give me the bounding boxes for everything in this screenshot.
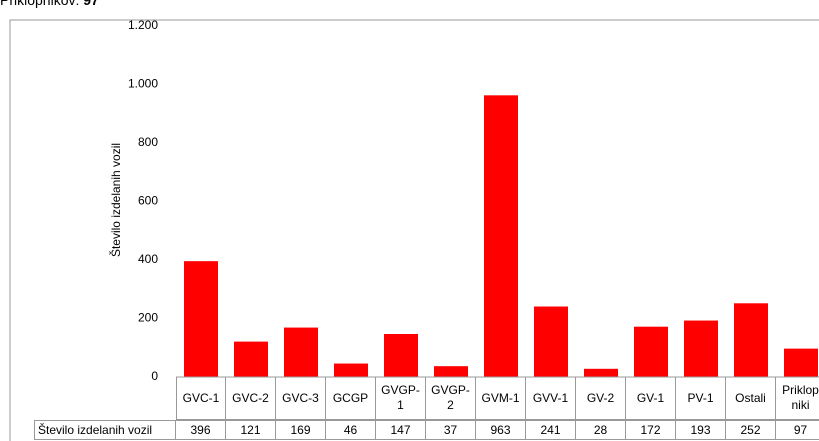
- y-tick-label: 200: [138, 311, 158, 325]
- bar: [234, 341, 268, 377]
- bar: [734, 303, 768, 377]
- data-label: 46: [326, 420, 376, 440]
- y-tick-label: 400: [138, 252, 158, 266]
- x-tick-label: GCGP: [326, 377, 376, 420]
- bar: [184, 261, 218, 377]
- bar: [584, 368, 618, 377]
- caption-value: 97: [83, 0, 99, 8]
- data-label: 121: [226, 420, 276, 440]
- y-tick-label: 0: [151, 369, 158, 383]
- data-label: 28: [576, 420, 626, 440]
- bar: [684, 320, 718, 377]
- x-tick-label: GV-2: [576, 377, 626, 420]
- bar: [284, 327, 318, 377]
- bar: [534, 306, 568, 377]
- data-label: 241: [526, 420, 576, 440]
- data-label: 172: [626, 420, 676, 440]
- x-tick-label: GVGP-1: [376, 377, 426, 420]
- data-label: 252: [726, 420, 776, 440]
- data-label: 193: [676, 420, 726, 440]
- bar: [784, 348, 818, 377]
- x-tick-label: PV-1: [676, 377, 726, 420]
- table-row-label: Število izdelanih vozil: [34, 420, 176, 440]
- y-tick-label: 1.000: [128, 77, 158, 91]
- x-tick-label: GVM-1: [476, 377, 526, 420]
- y-tick-label: 1.200: [128, 18, 158, 32]
- x-tick-label: Ostali: [726, 377, 776, 420]
- frame: [9, 19, 819, 441]
- data-label: 396: [176, 420, 226, 440]
- y-tick-label: 600: [138, 194, 158, 208]
- x-tick-label: GV-1: [626, 377, 676, 420]
- x-tick-label: GVC-2: [226, 377, 276, 420]
- data-label: 169: [276, 420, 326, 440]
- x-tick-label: GVC-1: [176, 377, 226, 420]
- caption: Priklopnikov: 97: [0, 0, 99, 8]
- bar: [484, 95, 518, 377]
- y-tick-label: 800: [138, 135, 158, 149]
- x-tick-label: Priklopniki: [776, 377, 819, 420]
- x-tick-label: GVGP-2: [426, 377, 476, 420]
- data-label: 37: [426, 420, 476, 440]
- y-axis-title: Število izdelanih vozil: [108, 143, 123, 257]
- bar: [634, 326, 668, 377]
- data-label: 97: [776, 420, 819, 440]
- data-label: 147: [376, 420, 426, 440]
- bar: [434, 366, 468, 377]
- data-label: 963: [476, 420, 526, 440]
- bar: [384, 334, 418, 377]
- x-tick-label: GVV-1: [526, 377, 576, 420]
- x-tick-label: GVC-3: [276, 377, 326, 420]
- caption-label: Priklopnikov:: [0, 0, 80, 8]
- bar: [334, 363, 368, 377]
